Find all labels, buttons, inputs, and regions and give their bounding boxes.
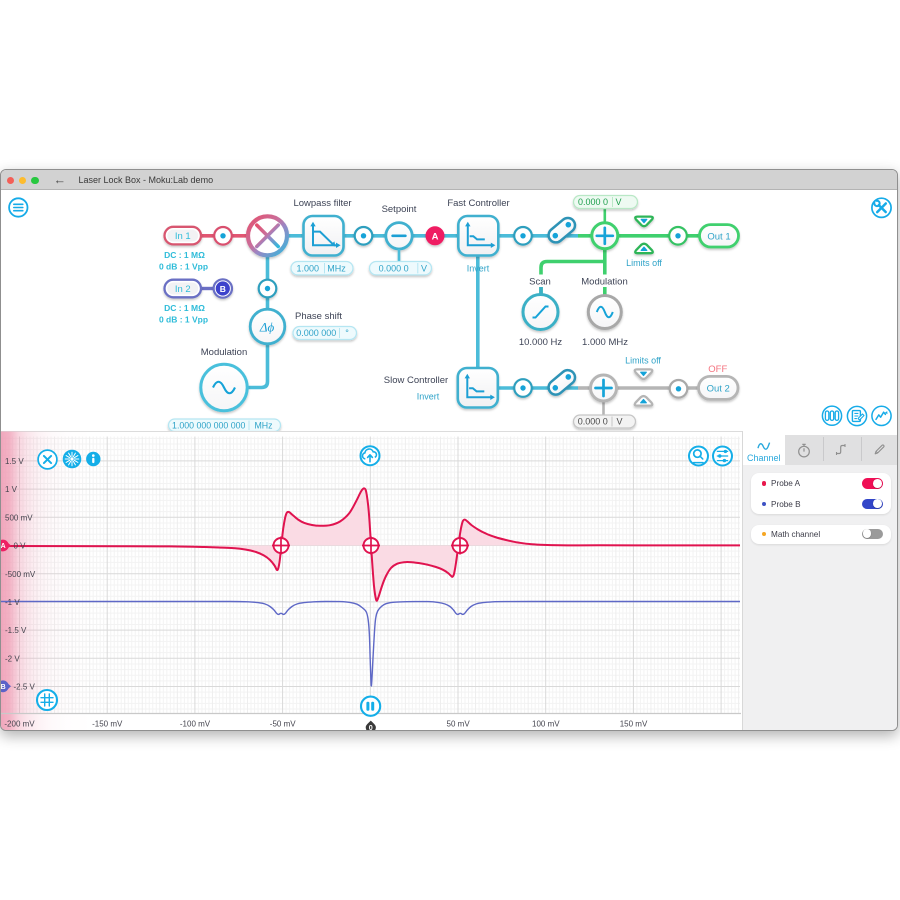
svg-text:Limits off: Limits off [625,356,661,366]
svg-text:V: V [421,263,427,273]
svg-text:-1 V: -1 V [5,598,20,607]
svg-text:1.5 V: 1.5 V [5,457,24,466]
svg-text:DC : 1 MΩ: DC : 1 MΩ [164,303,205,313]
svg-text:V: V [616,417,622,427]
svg-text:Setpoint: Setpoint [382,204,417,215]
svg-text:Modulation: Modulation [201,347,247,358]
svg-text:1.000: 1.000 [296,263,319,273]
svg-text:In 2: In 2 [175,284,191,295]
svg-text:A: A [1,543,6,550]
svg-text:100 mV: 100 mV [532,720,560,729]
svg-text:-150 mV: -150 mV [92,720,123,729]
svg-text:0.000 000: 0.000 000 [296,328,336,338]
svg-text:1 V: 1 V [5,485,18,494]
svg-text:-50 mV: -50 mV [270,720,296,729]
svg-text:Modulation: Modulation [581,276,627,287]
svg-text:Phase shift: Phase shift [295,311,342,322]
svg-text:-2.5 V: -2.5 V [14,683,36,692]
svg-text:°: ° [345,328,349,338]
svg-text:Invert: Invert [467,264,490,274]
svg-text:B: B [1,684,6,691]
svg-text:0.000 0: 0.000 0 [379,263,409,273]
svg-text:1.000 MHz: 1.000 MHz [582,337,628,348]
svg-text:-200 mV: -200 mV [4,720,35,729]
svg-text:Invert: Invert [417,392,440,402]
svg-text:150 mV: 150 mV [620,720,648,729]
svg-text:-2 V: -2 V [5,654,20,663]
svg-text:OFF: OFF [708,364,727,375]
svg-text:0 dB : 1 Vpp: 0 dB : 1 Vpp [159,314,208,324]
svg-text:MHz: MHz [327,263,346,273]
svg-text:0 V: 0 V [14,542,27,551]
svg-text:-500 mV: -500 mV [5,570,36,579]
svg-text:-1.5 V: -1.5 V [5,626,27,635]
svg-text:Limits off: Limits off [626,258,662,268]
svg-text:V: V [615,197,621,207]
svg-text:Δϕ: Δϕ [259,320,275,335]
svg-text:500 mV: 500 mV [5,513,33,522]
svg-text:Slow Controller: Slow Controller [384,375,448,386]
svg-text:0: 0 [369,723,373,731]
svg-text:10.000 Hz: 10.000 Hz [519,337,563,348]
svg-text:A: A [432,231,439,242]
svg-text:Fast Controller: Fast Controller [447,198,509,209]
svg-text:Scan: Scan [529,276,551,287]
svg-text:-100 mV: -100 mV [180,720,211,729]
svg-text:DC : 1 MΩ: DC : 1 MΩ [164,250,205,260]
svg-text:1.000 000 000 000: 1.000 000 000 000 [172,420,245,430]
svg-text:In 1: In 1 [175,231,191,242]
svg-text:50 mV: 50 mV [447,720,471,729]
svg-text:B: B [220,284,226,294]
svg-text:Out 2: Out 2 [707,384,730,395]
svg-text:Lowpass filter: Lowpass filter [293,198,351,209]
svg-text:0.000 0: 0.000 0 [578,197,608,207]
svg-text:MHz: MHz [254,420,272,430]
svg-text:0 dB : 1 Vpp: 0 dB : 1 Vpp [159,261,208,271]
svg-text:0.000 0: 0.000 0 [578,417,608,427]
svg-text:Out 1: Out 1 [707,231,730,242]
